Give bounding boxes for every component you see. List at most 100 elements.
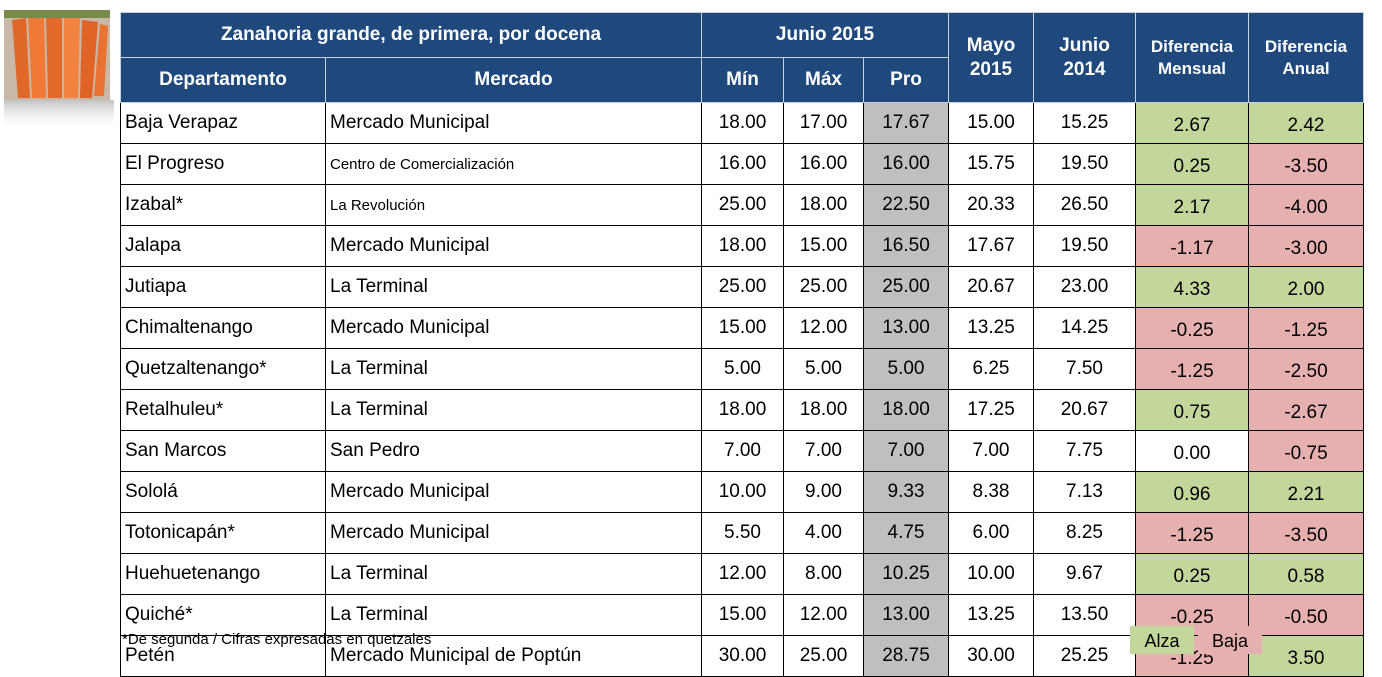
price-cell: 15.00 [701,594,784,636]
market: La Terminal [325,594,702,636]
price-cell: 25.00 [701,184,784,226]
price-cell: 2.17 [1135,184,1249,226]
market: La Terminal [325,348,702,390]
price-cell: 6.25 [948,348,1034,390]
price-cell: 17.00 [783,102,864,144]
price-cell: 9.00 [783,471,864,513]
price-cell: 13.00 [863,594,949,636]
price-cell: 0.58 [1248,553,1364,595]
department: Retalhuleu* [120,389,326,431]
price-cell: 2.00 [1248,266,1364,308]
price-cell: 16.50 [863,225,949,267]
department: San Marcos [120,430,326,472]
department: Quiché* [120,594,326,636]
table-row: Sololá Mercado Municipal 10.00 9.00 9.33 8.38… [120,471,1364,513]
price-cell: 15.00 [701,307,784,349]
market: La Terminal [325,266,702,308]
table-row: Huehuetenango La Terminal 12.00 8.00 10.25 10… [120,553,1364,595]
price-cell: 15.25 [1033,102,1136,144]
price-cell: 19.50 [1033,143,1136,185]
market: Mercado Municipal [325,102,702,144]
price-cell: 25.25 [1033,635,1136,677]
column-header: Máx [783,57,864,103]
price-cell: 28.75 [863,635,949,677]
price-cell: 13.00 [863,307,949,349]
price-cell: -0.50 [1248,594,1364,636]
price-cell: 5.00 [783,348,864,390]
price-cell: 5.50 [701,512,784,554]
price-cell: 7.00 [783,430,864,472]
price-cell: -1.17 [1135,225,1249,267]
table-row: Quetzaltenango* La Terminal 5.00 5.00 5.00 6.… [120,348,1364,390]
price-cell: 7.50 [1033,348,1136,390]
price-cell: 16.00 [863,143,949,185]
price-cell: 10.00 [948,553,1034,595]
price-cell: 2.67 [1135,102,1249,144]
column-header: Mercado [325,57,702,103]
price-cell: 8.25 [1033,512,1136,554]
price-cell: 14.25 [1033,307,1136,349]
market: Mercado Municipal [325,512,702,554]
table-row: Izabal* La Revolución 25.00 18.00 22.50 20.33… [120,184,1364,226]
price-cell: 7.00 [948,430,1034,472]
table-body: Baja Verapaz Mercado Municipal 18.00 17.00 1… [120,102,1364,677]
price-cell: -0.75 [1248,430,1364,472]
department: Baja Verapaz [120,102,326,144]
legend-down: Baja [1198,626,1262,654]
price-cell: -0.25 [1135,307,1249,349]
price-cell: 0.25 [1135,143,1249,185]
price-cell: 7.75 [1033,430,1136,472]
price-cell: 13.50 [1033,594,1136,636]
price-cell: 3.50 [1248,635,1364,677]
price-cell: 18.00 [701,102,784,144]
legend-up: Alza [1130,626,1194,654]
price-cell: 13.25 [948,307,1034,349]
column-header: Mayo 2015 [948,12,1034,103]
price-cell: -3.50 [1248,143,1364,185]
price-cell: -2.50 [1248,348,1364,390]
price-cell: 17.67 [948,225,1034,267]
table-row: Chimaltenango Mercado Municipal 15.00 12.00… [120,307,1364,349]
price-cell: 18.00 [863,389,949,431]
price-cell: 17.67 [863,102,949,144]
column-header: Diferencia Mensual [1135,12,1249,103]
price-cell: 10.25 [863,553,949,595]
footnote: *De segunda / Cifras expresadas en quetz… [122,631,432,648]
price-cell: -3.50 [1248,512,1364,554]
price-cell: 2.21 [1248,471,1364,513]
department: Jutiapa [120,266,326,308]
table-row: Retalhuleu* La Terminal 18.00 18.00 18.00 17.… [120,389,1364,431]
table-row: San Marcos San Pedro 7.00 7.00 7.00 7.00 7.75 0… [120,430,1364,472]
period-header: Junio 2015 [701,12,949,58]
price-cell: 22.50 [863,184,949,226]
price-cell: -1.25 [1135,348,1249,390]
column-header: Pro [863,57,949,103]
column-header: Departamento [120,57,326,103]
price-cell: 18.00 [783,184,864,226]
price-cell: 0.25 [1135,553,1249,595]
price-cell: 16.00 [701,143,784,185]
price-cell: -1.25 [1248,307,1364,349]
price-cell: 7.00 [701,430,784,472]
price-cell: 23.00 [1033,266,1136,308]
price-cell: 7.13 [1033,471,1136,513]
price-cell: 20.67 [1033,389,1136,431]
table-row: Quiché* La Terminal 15.00 12.00 13.00 13.25 13… [120,594,1364,636]
market: Centro de Comercialización [325,143,702,185]
market: La Terminal [325,553,702,595]
price-cell: 25.00 [783,635,864,677]
price-cell: 18.00 [783,389,864,431]
price-cell: 15.75 [948,143,1034,185]
table-row: Totonicapán* Mercado Municipal 5.50 4.00 4.7… [120,512,1364,554]
market: La Terminal [325,389,702,431]
column-header: Diferencia Anual [1248,12,1364,103]
market: Mercado Municipal [325,471,702,513]
price-cell: 2.42 [1248,102,1364,144]
price-cell: 30.00 [948,635,1034,677]
department: Quetzaltenango* [120,348,326,390]
price-cell: 6.00 [948,512,1034,554]
price-cell: 12.00 [701,553,784,595]
price-cell: 4.33 [1135,266,1249,308]
market: Mercado Municipal [325,225,702,267]
price-cell: 25.00 [701,266,784,308]
